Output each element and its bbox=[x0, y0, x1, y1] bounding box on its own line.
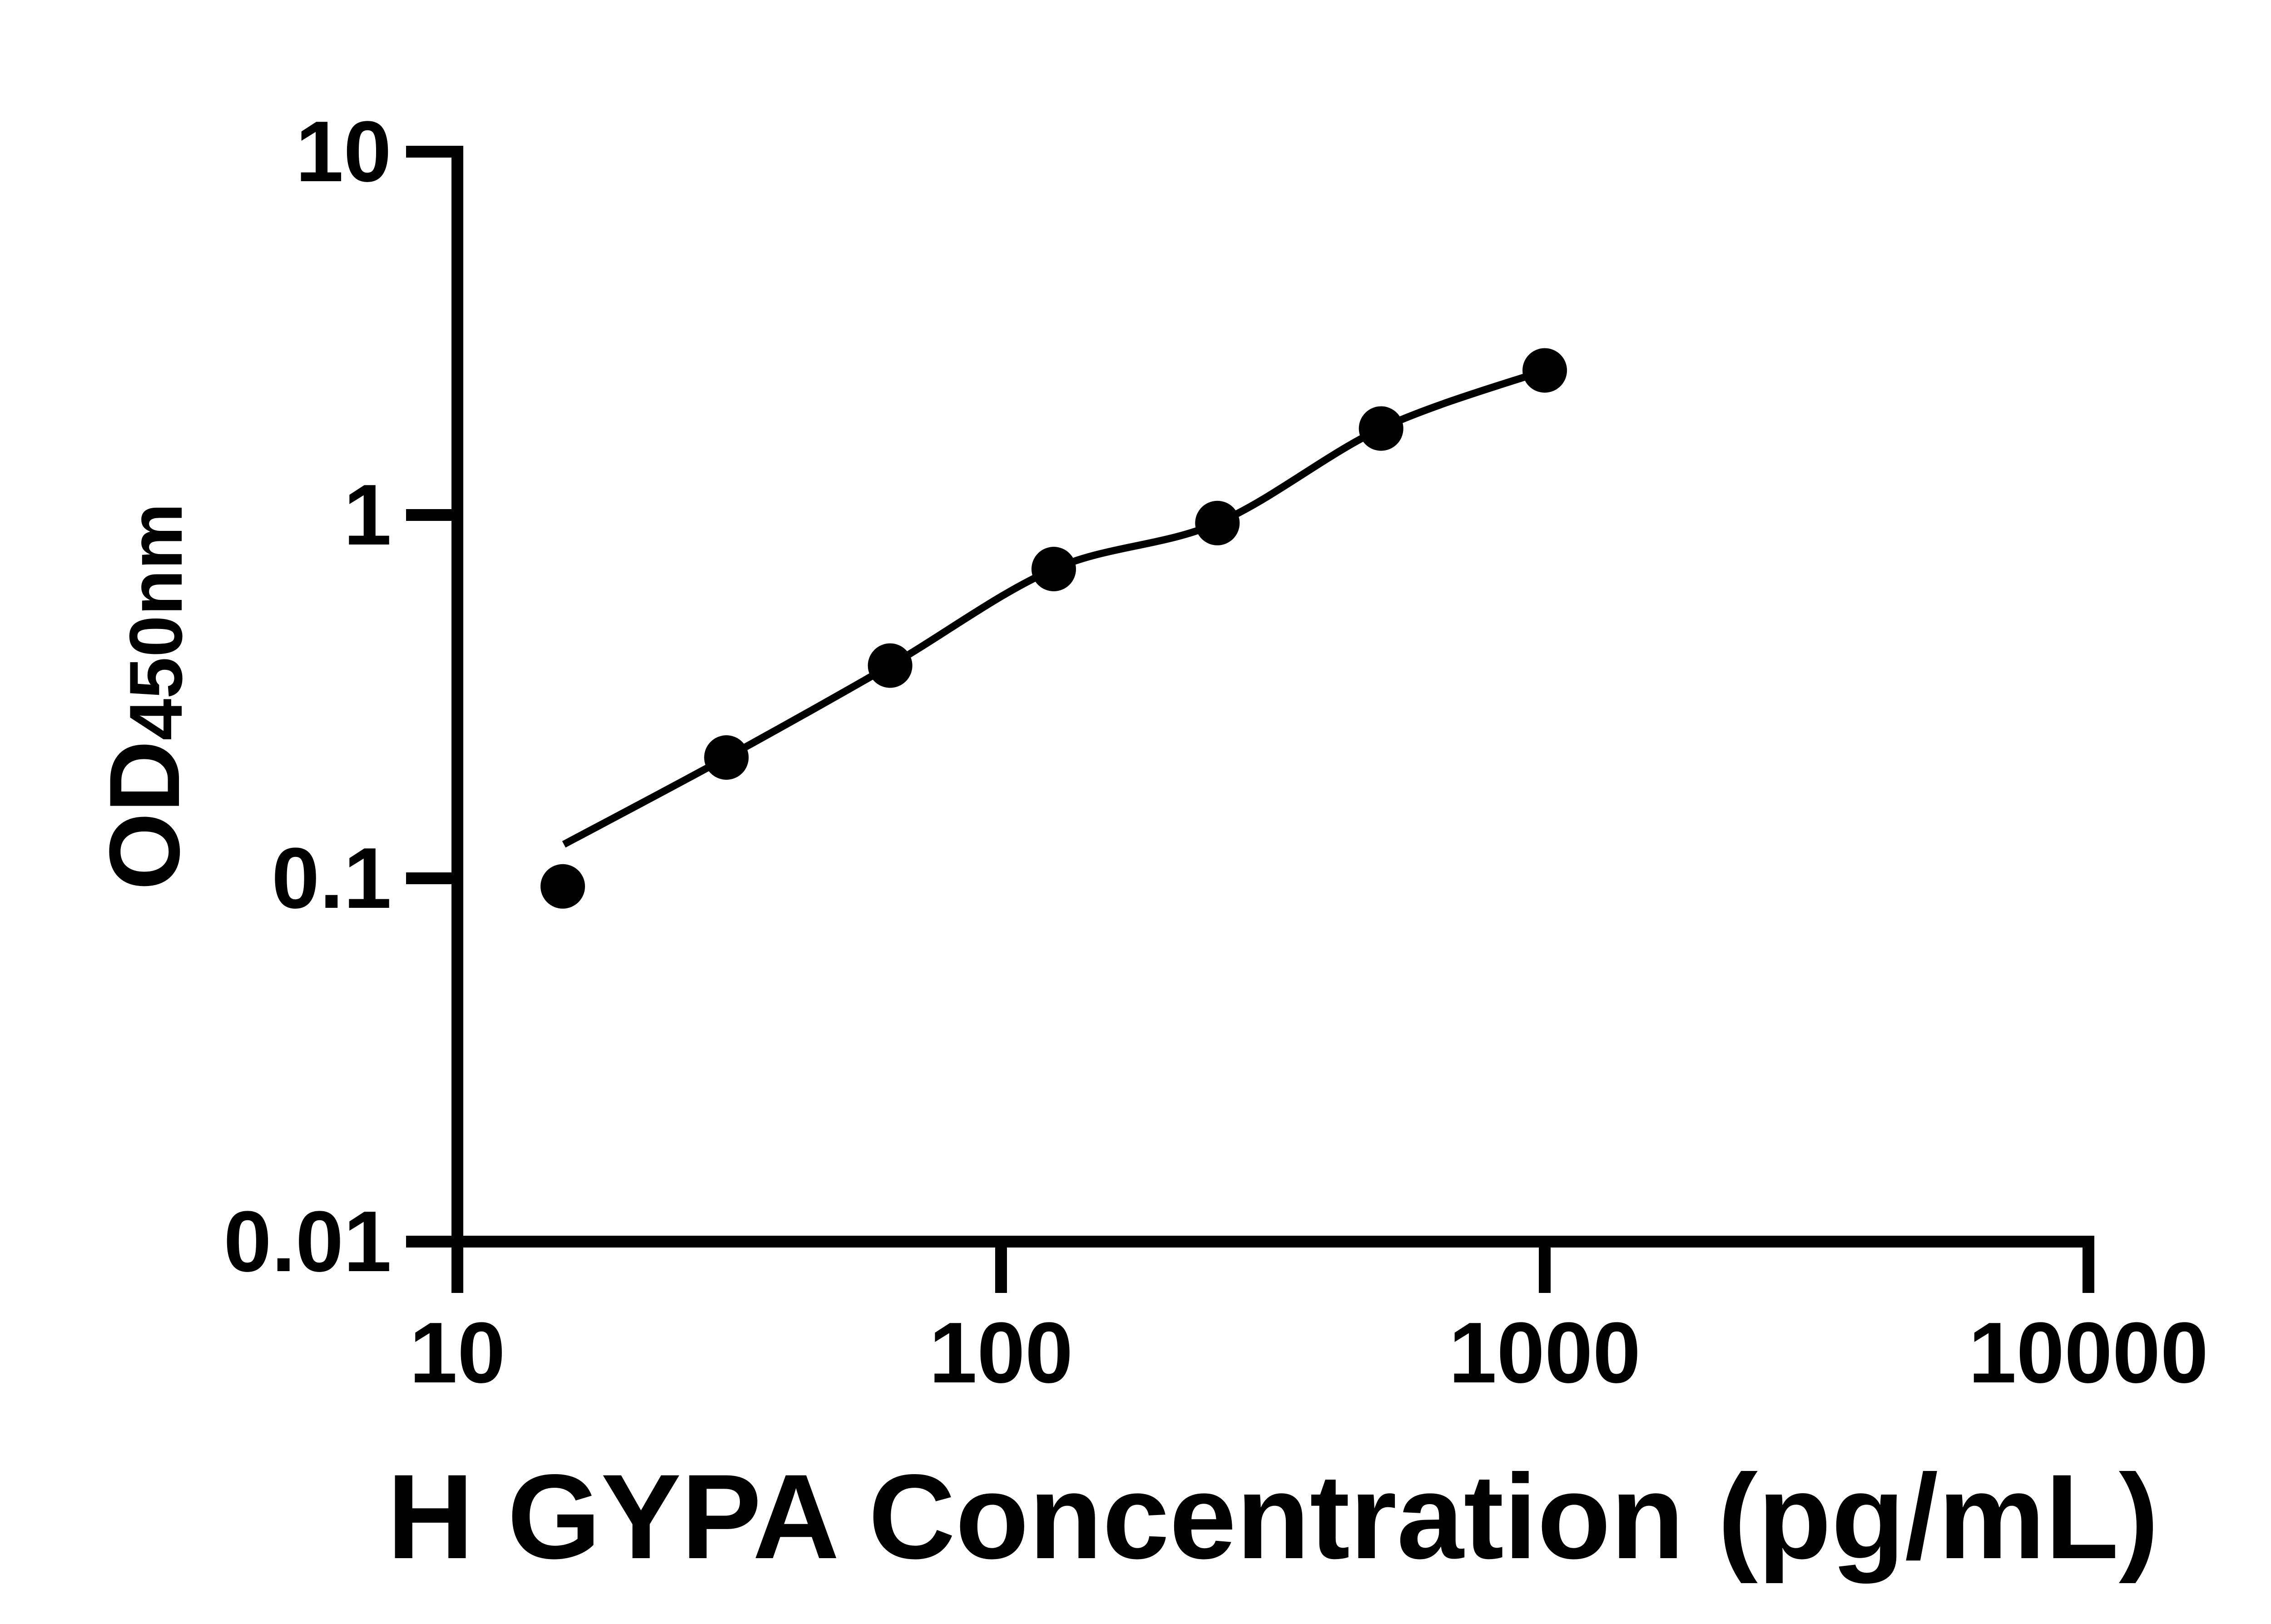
y-tick-label-0.1: 0.1 bbox=[272, 830, 392, 926]
x-axis-title: H GYPA Concentration (pg/mL) bbox=[387, 1450, 2159, 1584]
data-point-7 bbox=[1522, 348, 1567, 393]
data-point-3 bbox=[868, 643, 912, 688]
data-point-6 bbox=[1359, 406, 1403, 451]
y-axis-title-subscript: 450nm bbox=[114, 503, 198, 741]
data-point-1 bbox=[540, 864, 585, 909]
x-tick-label-10: 10 bbox=[409, 1305, 505, 1401]
y-tick-label-1: 1 bbox=[343, 467, 392, 563]
data-point-5 bbox=[1195, 500, 1240, 545]
data-point-4 bbox=[1031, 547, 1076, 591]
y-axis-title: OD450nm bbox=[89, 503, 200, 891]
x-tick-label-100: 100 bbox=[929, 1305, 1073, 1401]
y-tick-label-10: 10 bbox=[296, 104, 392, 200]
y-axis-title-main: OD bbox=[89, 740, 200, 890]
y-tick-label-0.01: 0.01 bbox=[223, 1193, 392, 1290]
x-tick-label-1000: 1000 bbox=[1449, 1305, 1641, 1401]
data-point-2 bbox=[704, 735, 749, 780]
x-tick-label-10000: 10000 bbox=[1969, 1305, 2208, 1401]
